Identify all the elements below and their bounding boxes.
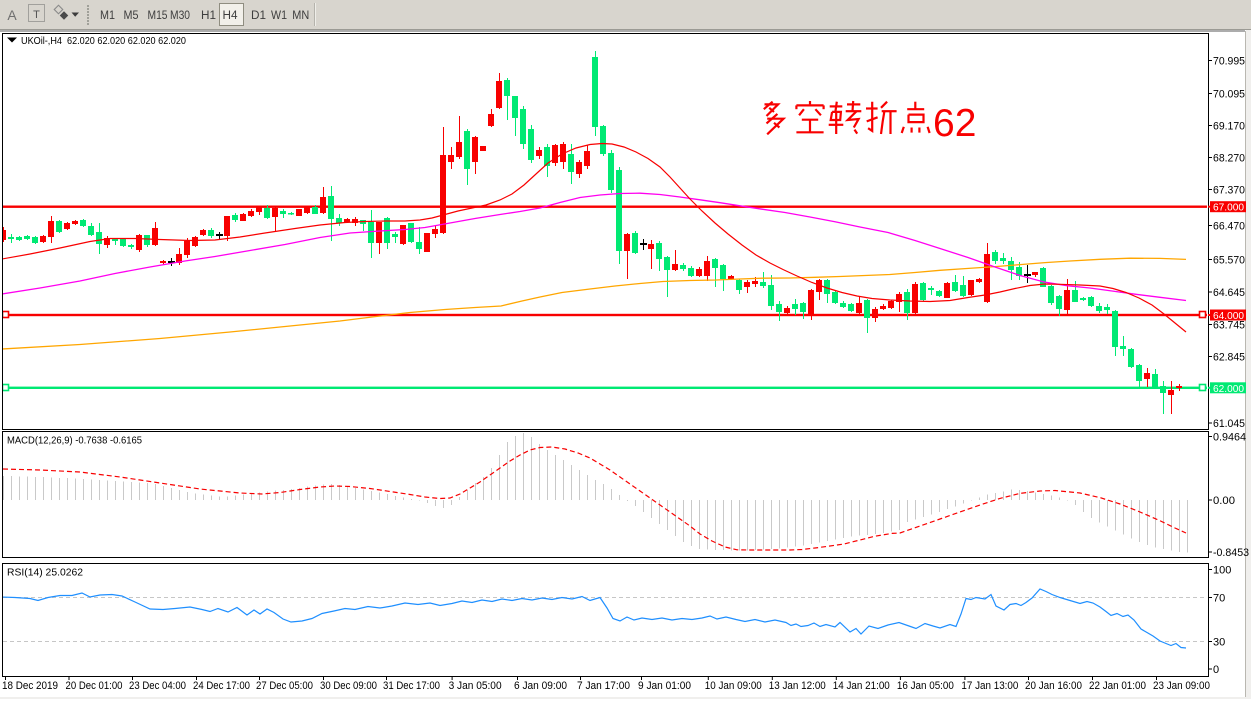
svg-text:100: 100: [1213, 565, 1231, 577]
svg-text:23 Dec 04:00: 23 Dec 04:00: [129, 680, 186, 692]
svg-text:3 Jan 05:00: 3 Jan 05:00: [449, 680, 502, 692]
svg-text:62.845: 62.845: [1213, 352, 1245, 364]
svg-text:22 Jan 01:00: 22 Jan 01:00: [1089, 680, 1146, 692]
svg-text:M30: M30: [170, 10, 190, 22]
svg-text:30: 30: [1213, 637, 1225, 649]
svg-text:MACD(12,26,9) -0.7638 -0.6165: MACD(12,26,9) -0.7638 -0.6165: [7, 435, 142, 447]
svg-text:M15: M15: [148, 10, 168, 22]
svg-text:13 Jan 12:00: 13 Jan 12:00: [769, 680, 826, 692]
svg-text:A: A: [7, 7, 17, 23]
svg-text:27 Dec 05:00: 27 Dec 05:00: [256, 680, 313, 692]
svg-text:66.470: 66.470: [1213, 221, 1245, 233]
svg-text:M1: M1: [100, 10, 115, 22]
svg-text:D1: D1: [251, 10, 266, 22]
svg-text:7 Jan 17:00: 7 Jan 17:00: [577, 680, 630, 692]
svg-text:W1: W1: [271, 10, 287, 22]
svg-text:23 Jan 09:00: 23 Jan 09:00: [1153, 680, 1210, 692]
svg-text:0: 0: [1213, 664, 1219, 676]
svg-text:RSI(14) 25.0262: RSI(14) 25.0262: [7, 567, 83, 579]
svg-text:H1: H1: [201, 10, 216, 22]
svg-text:0.9464: 0.9464: [1213, 432, 1246, 444]
svg-text:-0.8453: -0.8453: [1213, 547, 1249, 559]
svg-text:63.745: 63.745: [1213, 320, 1245, 332]
svg-text:30 Dec 09:00: 30 Dec 09:00: [320, 680, 377, 692]
svg-text:24 Dec 17:00: 24 Dec 17:00: [193, 680, 250, 692]
svg-text:10 Jan 09:00: 10 Jan 09:00: [705, 680, 762, 692]
svg-text:65.570: 65.570: [1213, 255, 1245, 267]
svg-text:70.095: 70.095: [1213, 89, 1245, 101]
svg-text:UKOil-,H4 62.020 62.020 62.02: UKOil-,H4 62.020 62.020 62.020 62.020: [21, 35, 186, 47]
svg-text:64.000: 64.000: [1213, 310, 1244, 322]
svg-text:31 Dec 17:00: 31 Dec 17:00: [383, 680, 440, 692]
svg-text:68.270: 68.270: [1213, 153, 1245, 165]
svg-text:70: 70: [1213, 593, 1225, 605]
svg-text:18 Dec 2019: 18 Dec 2019: [2, 680, 58, 692]
svg-text:17 Jan 13:00: 17 Jan 13:00: [961, 680, 1018, 692]
svg-text:20 Dec 01:00: 20 Dec 01:00: [66, 680, 123, 692]
svg-text:9 Jan 01:00: 9 Jan 01:00: [638, 680, 691, 692]
svg-text:64.645: 64.645: [1213, 287, 1245, 299]
svg-text:62.000: 62.000: [1213, 383, 1244, 395]
svg-text:0.00: 0.00: [1213, 495, 1235, 507]
svg-text:16 Jan 05:00: 16 Jan 05:00: [897, 680, 954, 692]
svg-text:14 Jan 21:00: 14 Jan 21:00: [833, 680, 890, 692]
svg-text:M5: M5: [124, 10, 139, 22]
svg-text:T: T: [33, 9, 40, 21]
svg-text:20 Jan 16:00: 20 Jan 16:00: [1025, 680, 1082, 692]
svg-text:62: 62: [933, 102, 976, 145]
svg-text:MN: MN: [292, 10, 309, 22]
svg-text:67.000: 67.000: [1213, 202, 1244, 214]
svg-text:70.995: 70.995: [1213, 56, 1245, 68]
svg-text:6 Jan 09:00: 6 Jan 09:00: [514, 680, 567, 692]
svg-text:61.045: 61.045: [1213, 418, 1245, 430]
svg-text:69.170: 69.170: [1213, 121, 1245, 133]
svg-text:H4: H4: [223, 10, 239, 22]
svg-text:67.370: 67.370: [1213, 185, 1245, 197]
